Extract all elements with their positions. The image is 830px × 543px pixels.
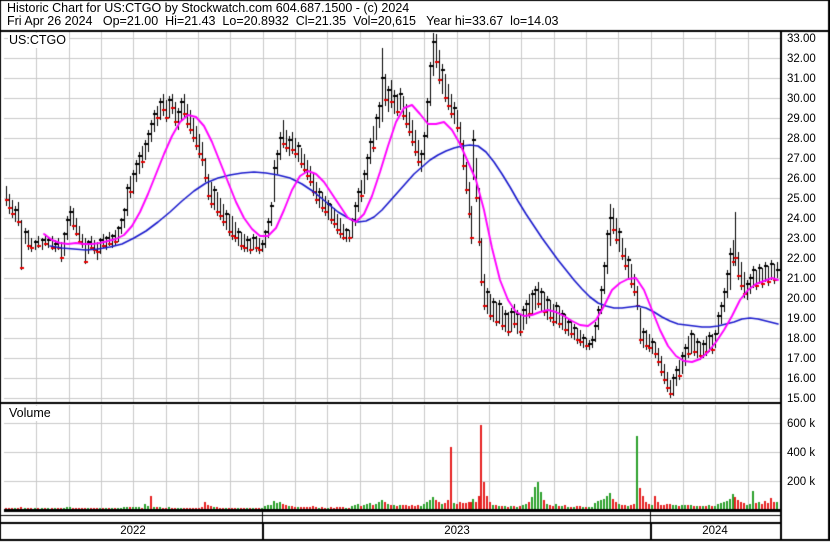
price-axis-label: 27.00 [787, 153, 816, 165]
price-axis-label: 21.00 [787, 273, 816, 285]
quote-summary-line: Fri Apr 26 2024 Op=21.00 Hi=21.43 Lo=20.… [7, 14, 559, 28]
price-axis-label: 23.00 [787, 233, 816, 245]
price-axis-label: 25.00 [787, 193, 816, 205]
volume-axis-label: 400 k [787, 447, 816, 459]
price-axis-label: 24.00 [787, 213, 816, 225]
volume-axis-label: 200 k [787, 476, 816, 488]
volume-axis-label: 600 k [787, 418, 816, 430]
price-axis-label: 31.00 [787, 73, 816, 85]
symbol-label: US:CTGO [8, 33, 69, 48]
volume-panel-label: Volume [8, 406, 54, 421]
price-axis-label: 16.00 [787, 373, 816, 385]
price-axis-label: 15.00 [787, 393, 816, 405]
price-axis-label: 18.00 [787, 333, 816, 345]
price-axis-label: 28.00 [787, 133, 816, 145]
chart-title-line: Historic Chart for US:CTGO by Stockwatch… [7, 1, 410, 15]
price-axis-label: 32.00 [787, 53, 816, 65]
year-label-2023: 2023 [444, 525, 470, 537]
price-axis-label: 33.00 [787, 33, 816, 45]
price-axis-label: 17.00 [787, 353, 816, 365]
timeline-spacer-row [4, 517, 780, 522]
year-label-2024: 2024 [702, 525, 728, 537]
price-axis-label: 29.00 [787, 113, 816, 125]
price-axis-label: 19.00 [787, 313, 816, 325]
year-label-2022: 2022 [120, 525, 146, 537]
price-axis-label: 20.00 [787, 293, 816, 305]
price-plot-region[interactable] [4, 32, 780, 402]
price-axis-label: 26.00 [787, 173, 816, 185]
volume-plot-region[interactable] [4, 405, 780, 515]
price-axis-label: 22.00 [787, 253, 816, 265]
price-axis-label: 30.00 [787, 93, 816, 105]
